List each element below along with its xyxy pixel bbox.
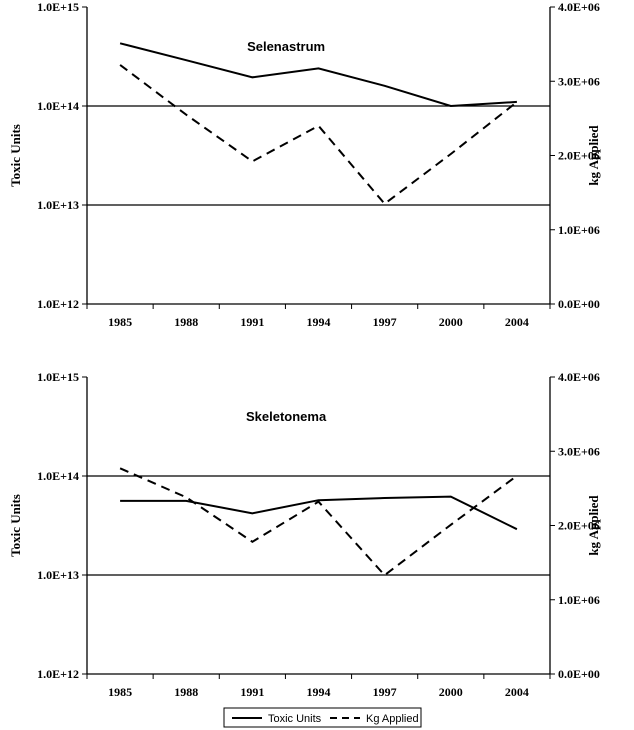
y-tick-label: 1.0E+12 <box>37 297 79 311</box>
y-tick-label: 1.0E+15 <box>37 370 79 384</box>
y2-axis-title: kg Applied <box>586 495 601 556</box>
x-tick-label: 1991 <box>240 315 264 329</box>
legend-box <box>223 707 422 728</box>
series-line-kg-applied <box>119 467 518 577</box>
x-tick-label: 2004 <box>505 685 529 699</box>
x-tick-label: 2000 <box>439 315 463 329</box>
legend-label: Toxic Units <box>268 713 322 725</box>
series-line-kg-applied <box>119 64 518 206</box>
y2-tick-label: 2.0E+06 <box>558 149 600 163</box>
y-tick-label: 1.0E+13 <box>37 198 79 212</box>
y2-tick-label: 1.0E+06 <box>558 223 600 237</box>
chart-panel-2: 1.0E+12 1.0E+13 1.0E+14 1.0E+15 0.0E+00 1.0E+… <box>8 370 601 699</box>
x-tick-label: 2004 <box>505 315 529 329</box>
legend-label: Kg Applied <box>366 713 419 725</box>
series-line-toxic-units <box>119 42 517 108</box>
chart-panel-1: 1.0E+12 1.0E+13 1.0E+14 1.0E+15 0.0E+00 1.0E+… <box>8 0 601 329</box>
y-tick-label: 1.0E+14 <box>37 99 79 113</box>
x-tick-label: 1991 <box>240 685 264 699</box>
x-tick-label: 1988 <box>174 685 198 699</box>
x-tick-label: 2000 <box>439 685 463 699</box>
x-tick-label: 1997 <box>373 685 397 699</box>
chart-title: Skeletonema <box>246 409 327 424</box>
x-tick-label: 1994 <box>307 685 331 699</box>
y2-axis-title: kg Applied <box>586 125 601 186</box>
y2-tick-label: 4.0E+06 <box>558 370 600 384</box>
y2-tick-label: 0.0E+00 <box>558 297 600 311</box>
y2-tick-label: 0.0E+00 <box>558 667 600 681</box>
y2-tick-label: 2.0E+06 <box>558 519 600 533</box>
y-axis-title: Toxic Units <box>8 124 23 187</box>
y2-tick-label: 3.0E+06 <box>558 444 600 458</box>
y-axis-title: Toxic Units <box>8 494 23 557</box>
y-tick-label: 1.0E+14 <box>37 469 79 483</box>
y-tick-label: 1.0E+12 <box>37 667 79 681</box>
y-tick-label: 1.0E+13 <box>37 568 79 582</box>
y2-tick-label: 3.0E+06 <box>558 74 600 88</box>
x-tick-label: 1994 <box>307 315 331 329</box>
x-tick-label: 1988 <box>174 315 198 329</box>
y2-tick-label: 4.0E+06 <box>558 0 600 14</box>
legend: Toxic Units Kg Applied <box>223 707 422 728</box>
series-line-toxic-units <box>120 495 518 531</box>
x-tick-label: 1997 <box>373 315 397 329</box>
y-tick-label: 1.0E+15 <box>37 0 79 14</box>
x-tick-label: 1985 <box>108 685 132 699</box>
chart-title: Selenastrum <box>247 39 325 54</box>
x-tick-label: 1985 <box>108 315 132 329</box>
y2-tick-label: 1.0E+06 <box>558 593 600 607</box>
